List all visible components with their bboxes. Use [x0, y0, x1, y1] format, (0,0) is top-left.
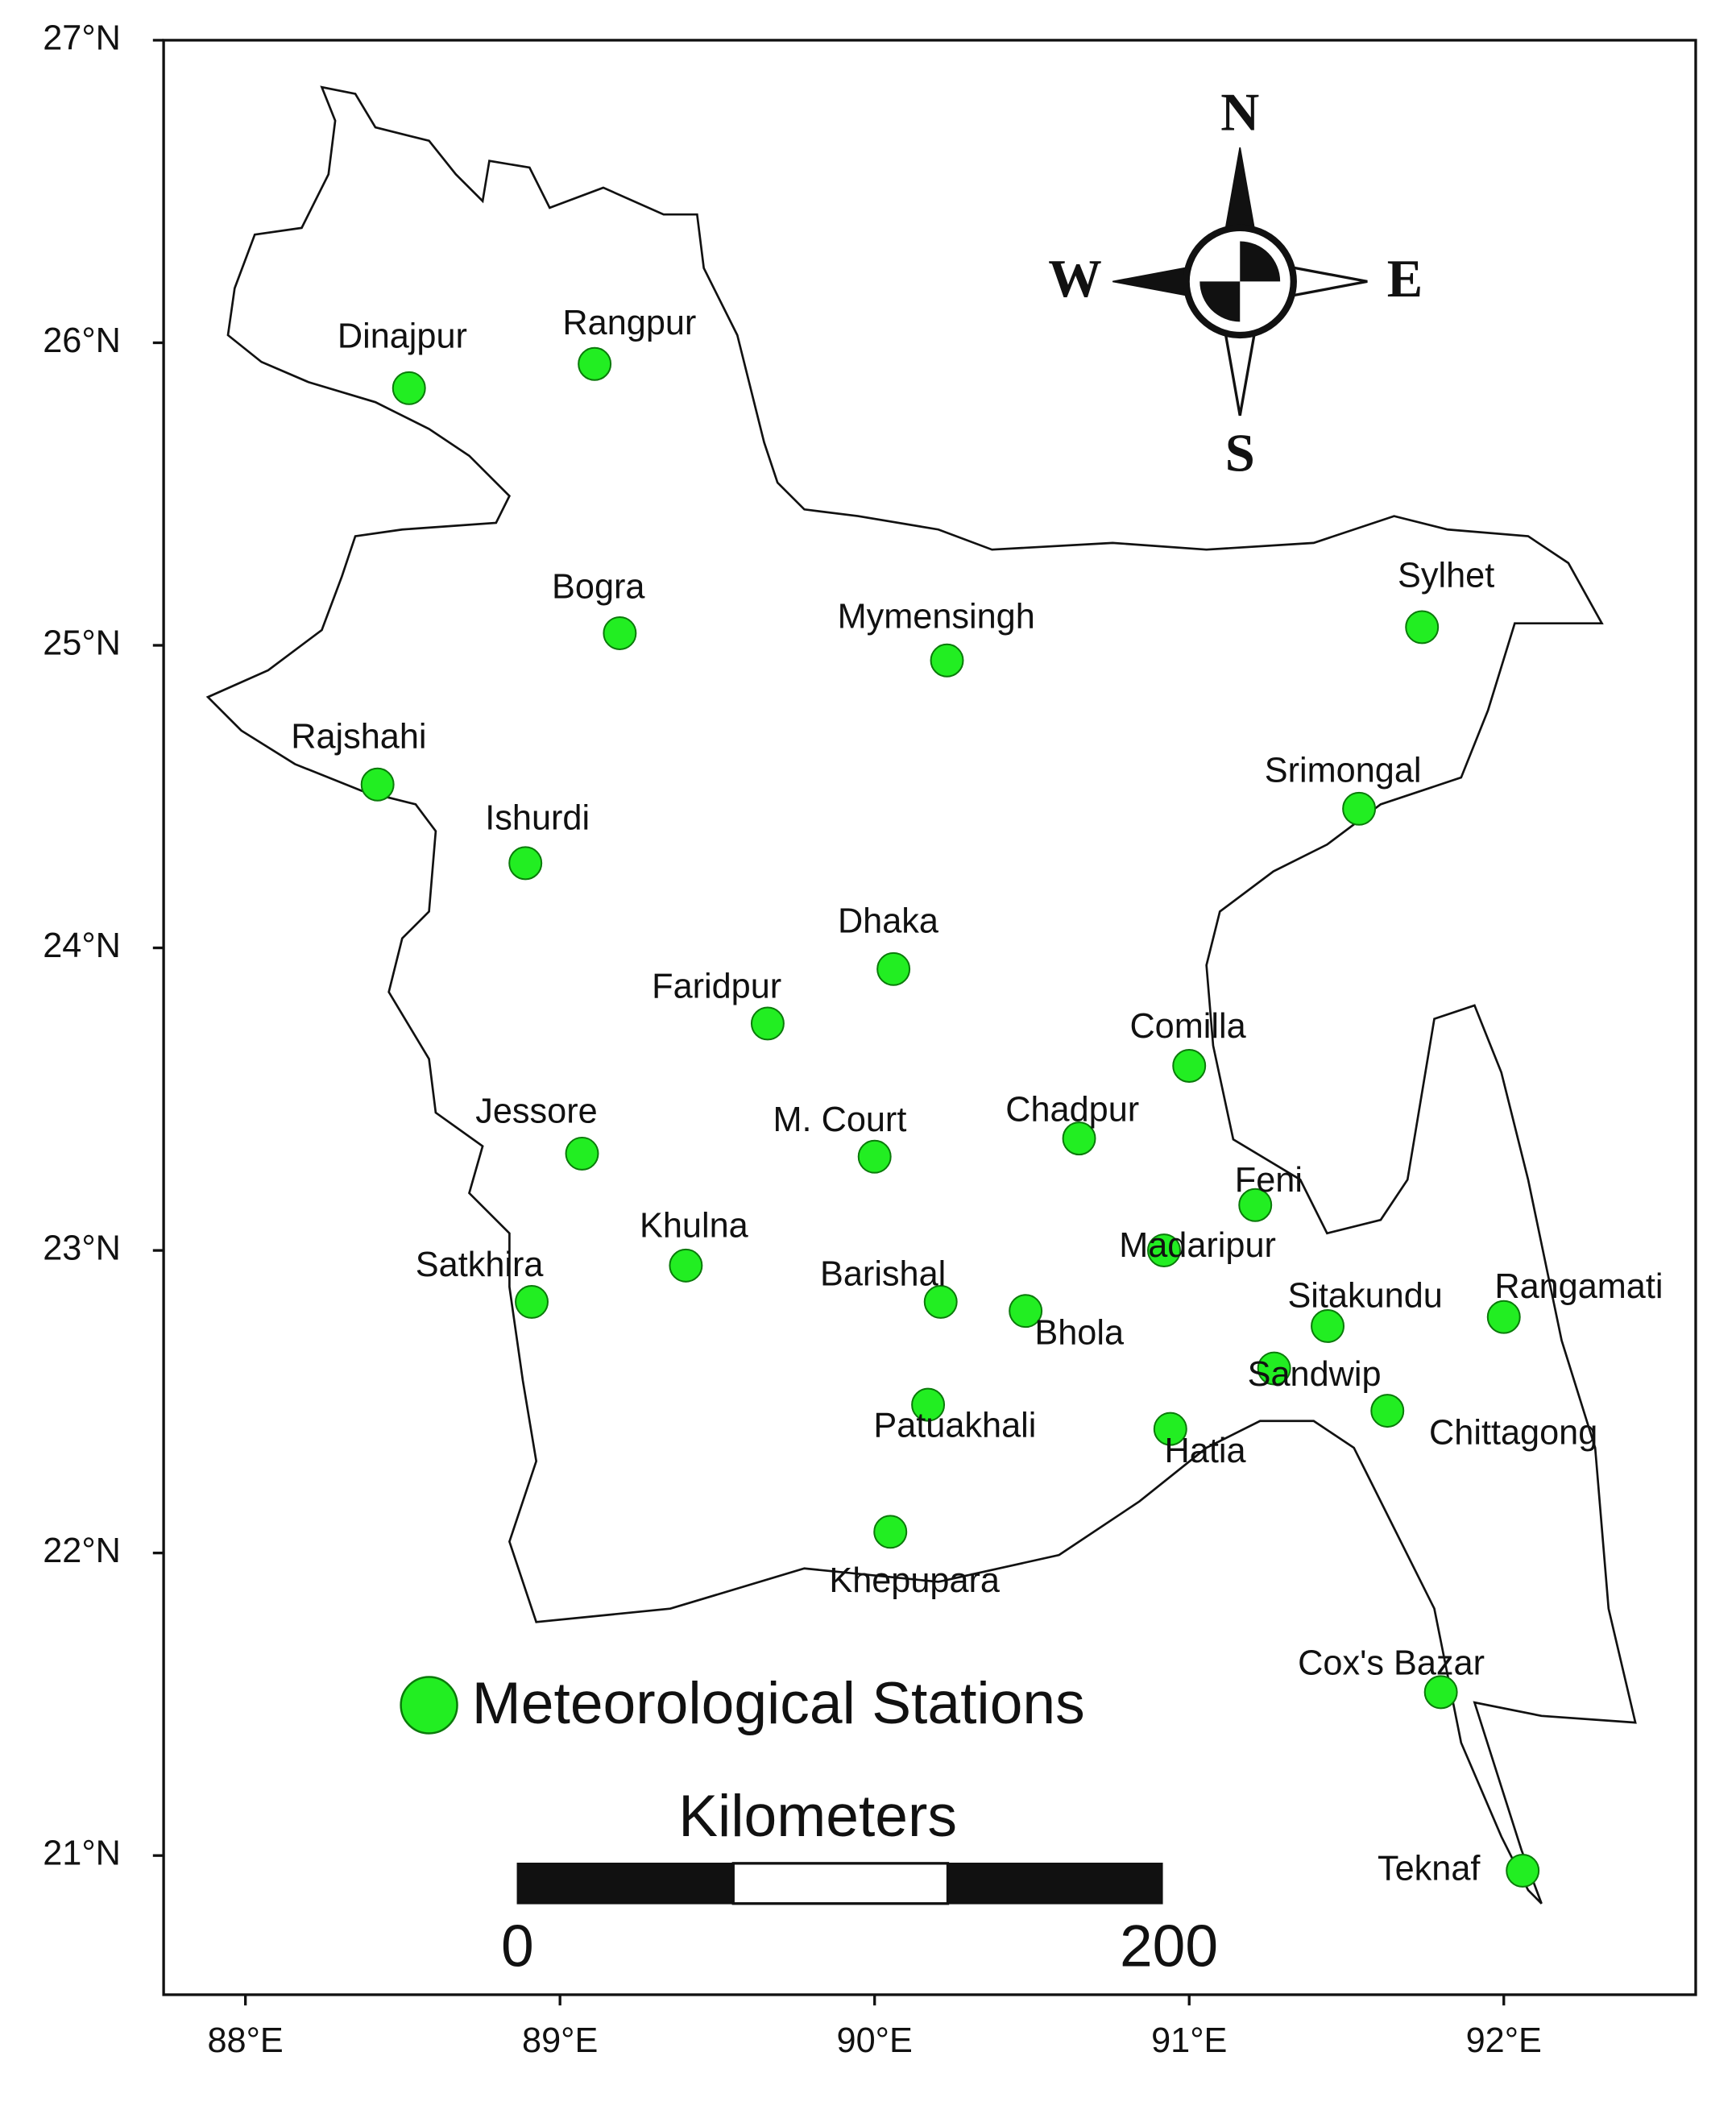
legend-swatch — [400, 1676, 458, 1735]
station-label: Dinajpur — [338, 317, 467, 356]
station-marker — [1506, 1853, 1540, 1888]
station-marker — [876, 951, 911, 986]
station-label: Sylhet — [1398, 556, 1494, 595]
y-tick-label: 22°N — [43, 1532, 121, 1570]
station-label: Satkhira — [416, 1246, 545, 1284]
x-tick-label: 89°E — [522, 2021, 598, 2060]
legend-label: Meteorological Stations — [472, 1670, 1085, 1736]
compass-rose — [1112, 147, 1368, 417]
station-label: Khulna — [640, 1207, 749, 1246]
x-tick-label: 92°E — [1466, 2021, 1542, 2060]
station-marker — [857, 1139, 892, 1174]
station-marker — [930, 643, 964, 678]
station-label: Ishurdi — [485, 799, 590, 838]
station-label: Madaripur — [1119, 1226, 1276, 1265]
station-marker — [360, 767, 395, 802]
compass-north: N — [1220, 84, 1259, 143]
station-marker — [1062, 1121, 1096, 1156]
station-label: Sitakundu — [1287, 1276, 1442, 1315]
station-marker — [1486, 1300, 1521, 1334]
station-label: M. Court — [773, 1101, 907, 1139]
station-label: Chittagong — [1429, 1413, 1597, 1452]
station-label: Hatia — [1165, 1432, 1247, 1470]
station-label: Patuakhali — [873, 1406, 1036, 1445]
station-label: Teknaf — [1378, 1849, 1481, 1888]
scale-bar-title: Kilometers — [678, 1783, 957, 1849]
station-marker — [923, 1284, 958, 1319]
station-label: Mymensingh — [838, 598, 1035, 636]
station-label: Rangpur — [562, 304, 696, 342]
station-marker — [750, 1006, 785, 1041]
map-frame — [162, 39, 1697, 1996]
station-label: Dhaka — [838, 902, 939, 941]
station-marker — [392, 371, 426, 405]
station-label: Faridpur — [652, 968, 781, 1006]
station-marker — [1405, 610, 1440, 645]
station-marker — [1172, 1049, 1207, 1083]
station-label: Rangamati — [1494, 1267, 1663, 1306]
station-label: Rajshahi — [291, 718, 426, 757]
compass-east: E — [1387, 250, 1423, 309]
station-label: Bhola — [1034, 1314, 1125, 1353]
station-marker — [603, 616, 637, 650]
station-label: Srimongal — [1265, 751, 1422, 790]
y-tick-label: 26°N — [43, 321, 121, 360]
station-marker — [669, 1248, 703, 1283]
station-marker — [1311, 1308, 1345, 1343]
y-tick-label: 25°N — [43, 624, 121, 662]
compass-south: S — [1225, 424, 1255, 483]
station-marker — [1147, 1233, 1181, 1268]
station-label: Bogra — [552, 567, 645, 606]
station-marker — [873, 1515, 908, 1549]
country-outline — [205, 85, 1637, 1905]
y-tick-label: 24°N — [43, 926, 121, 965]
station-marker — [1342, 791, 1377, 826]
station-label: Comilla — [1129, 1007, 1246, 1046]
station-label: Barishal — [820, 1255, 946, 1294]
station-marker — [578, 346, 612, 381]
y-tick-label: 27°N — [43, 19, 121, 57]
station-label: Chadpur — [1005, 1090, 1139, 1129]
y-tick-label: 21°N — [43, 1834, 121, 1873]
station-marker — [1009, 1294, 1043, 1329]
station-marker — [1153, 1412, 1187, 1446]
station-label: Jessore — [475, 1092, 597, 1130]
station-marker — [508, 846, 543, 881]
station-marker — [1257, 1351, 1291, 1386]
station-label: Sandwip — [1248, 1355, 1382, 1394]
station-label: Feni — [1235, 1161, 1303, 1200]
station-marker — [515, 1284, 549, 1319]
station-marker — [1238, 1188, 1273, 1222]
station-label: Cox's Bazar — [1298, 1644, 1485, 1683]
scale-bar-label: 0 — [501, 1913, 534, 1979]
compass-west: W — [1048, 250, 1102, 309]
station-marker — [911, 1387, 946, 1422]
station-label: Khepupara — [829, 1561, 1001, 1600]
station-marker — [1423, 1675, 1458, 1710]
x-tick-label: 90°E — [837, 2021, 913, 2060]
scale-bar — [516, 1862, 1163, 1905]
y-tick-label: 23°N — [43, 1229, 121, 1267]
x-tick-label: 88°E — [208, 2021, 284, 2060]
station-marker — [565, 1136, 599, 1171]
station-marker — [1370, 1394, 1405, 1428]
scale-bar-label: 200 — [1120, 1913, 1218, 1979]
x-tick-label: 91°E — [1151, 2021, 1227, 2060]
